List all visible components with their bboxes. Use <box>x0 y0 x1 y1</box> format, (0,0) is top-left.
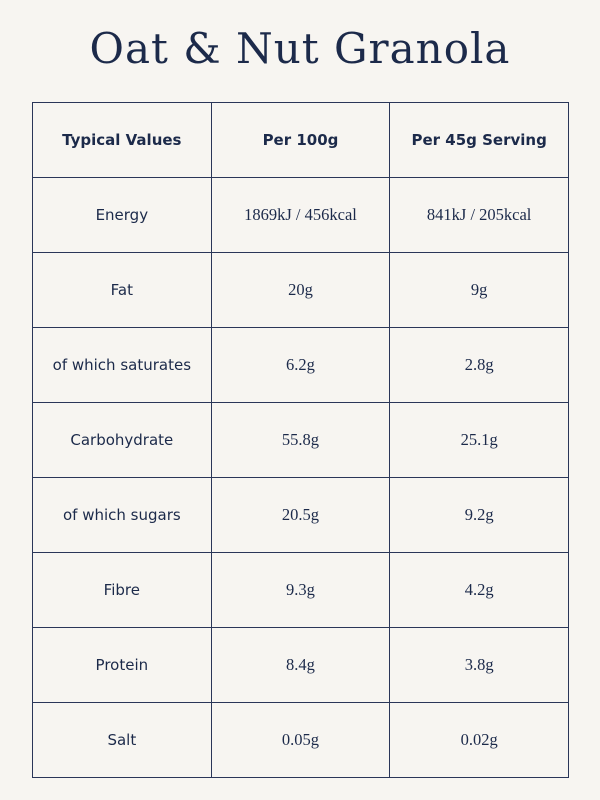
nutrient-label: Carbohydrate <box>32 402 212 478</box>
nutrient-label: Protein <box>32 627 212 703</box>
table-row: Fibre 9.3g 4.2g <box>32 552 569 628</box>
value-per-serving: 0.02g <box>389 702 569 778</box>
value-per-serving: 4.2g <box>389 552 569 628</box>
nutrition-table: Typical Values Per 100g Per 45g Serving … <box>32 102 569 778</box>
value-per-100g: 6.2g <box>210 327 391 403</box>
value-per-100g: 1869kJ / 456kcal <box>210 177 391 253</box>
nutrient-label: Fibre <box>32 552 212 628</box>
value-per-serving: 9.2g <box>389 477 569 553</box>
header-typical-values: Typical Values <box>32 102 212 178</box>
value-per-100g: 8.4g <box>210 627 391 703</box>
header-per-serving: Per 45g Serving <box>389 102 569 178</box>
table-row: Carbohydrate 55.8g 25.1g <box>32 402 569 478</box>
nutrient-label: Fat <box>32 252 212 328</box>
nutrient-label: of which saturates <box>32 327 212 403</box>
value-per-100g: 55.8g <box>210 402 391 478</box>
value-per-100g: 0.05g <box>210 702 391 778</box>
value-per-100g: 20.5g <box>210 477 391 553</box>
header-per-100g: Per 100g <box>210 102 391 178</box>
value-per-100g: 9.3g <box>210 552 391 628</box>
table-header-row: Typical Values Per 100g Per 45g Serving <box>32 102 569 178</box>
value-per-100g: 20g <box>210 252 391 328</box>
table-row: Energy 1869kJ / 456kcal 841kJ / 205kcal <box>32 177 569 253</box>
table-row: of which sugars 20.5g 9.2g <box>32 477 569 553</box>
table-row: Salt 0.05g 0.02g <box>32 702 569 778</box>
page-title: Oat & Nut Granola <box>89 24 511 73</box>
table-row: of which saturates 6.2g 2.8g <box>32 327 569 403</box>
nutrient-label: of which sugars <box>32 477 212 553</box>
value-per-serving: 841kJ / 205kcal <box>389 177 569 253</box>
value-per-serving: 25.1g <box>389 402 569 478</box>
nutrient-label: Salt <box>32 702 212 778</box>
nutrient-label: Energy <box>32 177 212 253</box>
table-row: Protein 8.4g 3.8g <box>32 627 569 703</box>
value-per-serving: 2.8g <box>389 327 569 403</box>
table-row: Fat 20g 9g <box>32 252 569 328</box>
value-per-serving: 9g <box>389 252 569 328</box>
value-per-serving: 3.8g <box>389 627 569 703</box>
